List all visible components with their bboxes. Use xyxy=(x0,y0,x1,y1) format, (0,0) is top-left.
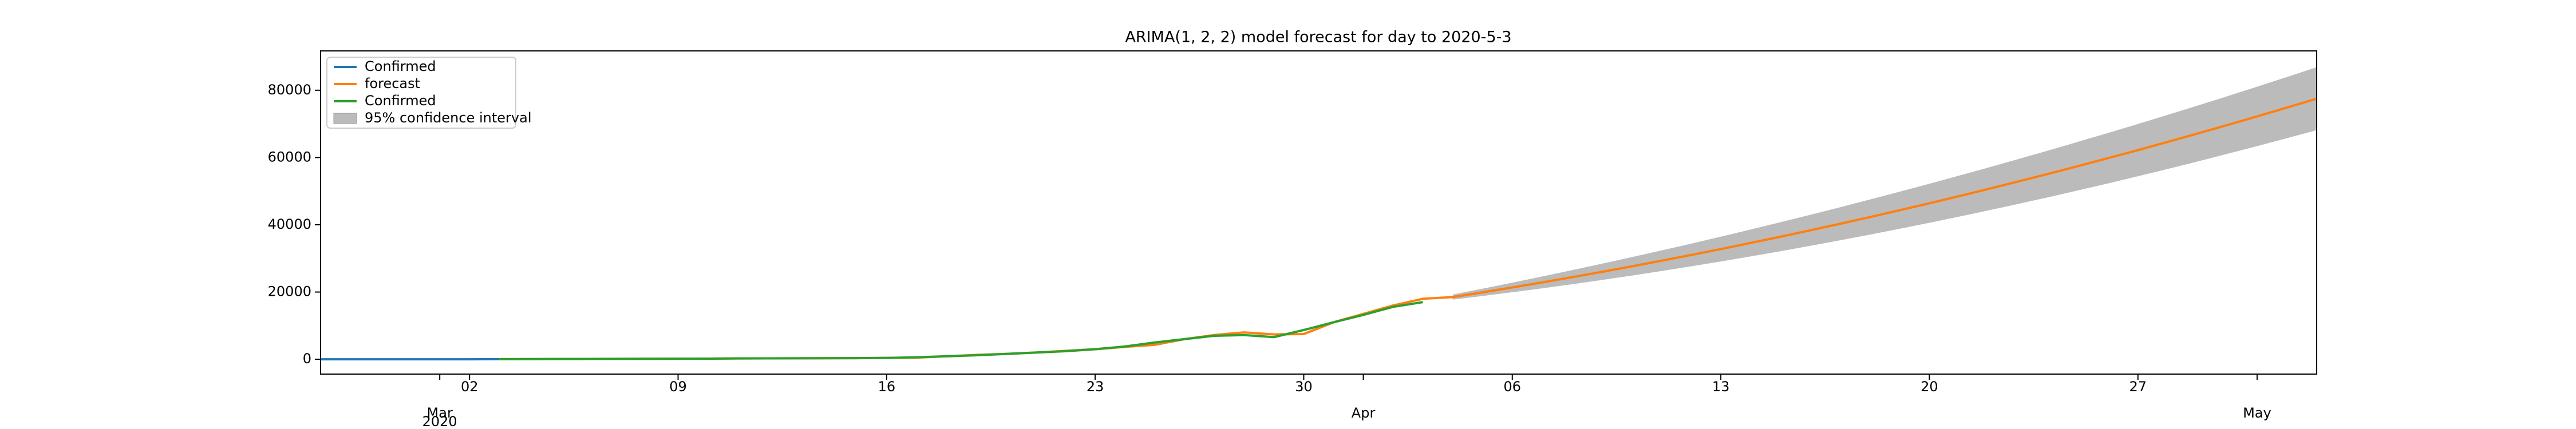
x-tick-label: 02 xyxy=(461,379,479,395)
x-tick-label: 16 xyxy=(878,379,896,395)
legend-label: Confirmed xyxy=(365,58,436,74)
x-tick-label: Apr xyxy=(1352,405,1376,421)
x-tick-label: 09 xyxy=(669,379,687,395)
legend-label: Confirmed xyxy=(365,93,436,109)
x-tick-label: May xyxy=(2243,405,2271,421)
x-tick-sublabel: 2020 xyxy=(422,414,457,429)
legend-box xyxy=(326,57,516,129)
y-tick-label: 60000 xyxy=(268,149,311,165)
series-line xyxy=(499,97,2317,360)
legend-swatch xyxy=(333,113,357,124)
confidence-band xyxy=(1452,67,2317,300)
chart-title: ARIMA(1, 2, 2) model forecast for day to… xyxy=(1125,29,1511,46)
x-tick-label: Mar xyxy=(427,405,453,421)
y-tick-label: 0 xyxy=(303,351,311,367)
x-tick-label: 27 xyxy=(2129,379,2147,395)
x-tick-label: 23 xyxy=(1086,379,1104,395)
x-tick-label: 30 xyxy=(1295,379,1313,395)
legend-label: 95% confidence interval xyxy=(365,110,531,126)
y-tick-label: 80000 xyxy=(268,82,311,98)
series-line xyxy=(499,301,1423,360)
plot-frame xyxy=(320,50,2317,375)
x-tick-label: 20 xyxy=(1921,379,1938,395)
x-tick-label: 06 xyxy=(1504,379,1522,395)
x-tick-label: 13 xyxy=(1712,379,1730,395)
y-tick-label: 40000 xyxy=(268,216,311,232)
y-tick-label: 20000 xyxy=(268,284,311,300)
legend-label: forecast xyxy=(365,76,420,92)
